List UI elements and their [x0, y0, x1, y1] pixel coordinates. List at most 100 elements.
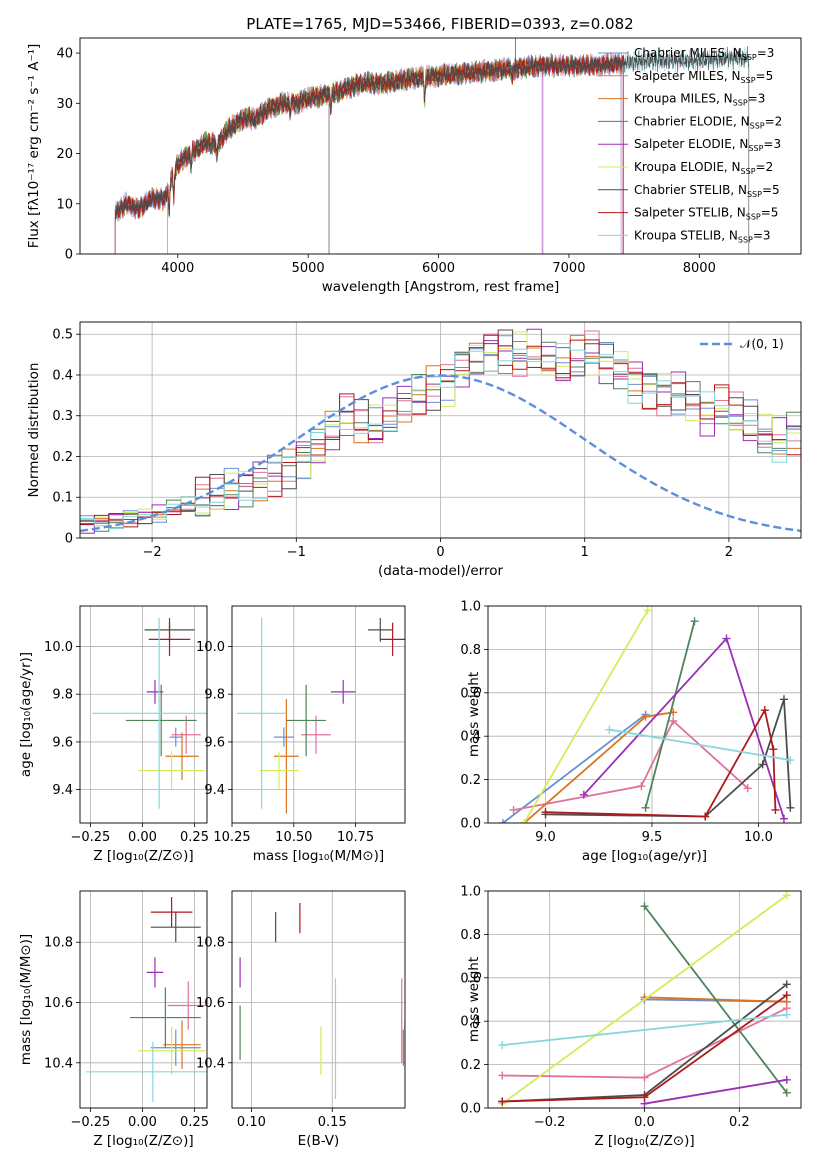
mass-weight-vs-age-xtick-label: 9.5 [642, 830, 663, 845]
mass-weight-vs-Z-ytick-label: 1.0 [460, 885, 481, 900]
mass-vs-EBV-ytick-label: 10.8 [196, 936, 225, 951]
residuals-xtick-label: −1 [287, 545, 306, 560]
mass-weight-vs-age-ytick-label: 0.6 [460, 686, 481, 701]
age-vs-Z-xlabel: Z [log₁₀(Z/Z⊙)] [93, 848, 193, 864]
legend-label: Salpeter MILES, N [634, 69, 741, 83]
age-vs-mass-axes: 10.25 10.50 10.75 9.4 9.6 9.8 10.0 mass [log₁₀(… [196, 606, 405, 864]
age-vs-Z-ytick-label: 9.6 [52, 735, 73, 750]
legend-label: Kroupa ELODIE, N [634, 160, 741, 174]
mass-weight-vs-age-marker [743, 784, 752, 793]
mass-vs-Z-ylabel: mass [log₁₀(M/M⊙)] [18, 934, 34, 1065]
residuals-xtick-label: 1 [581, 545, 589, 560]
mass-weight-vs-Z-marker [498, 1071, 507, 1080]
mass-weight-vs-age-marker [643, 606, 652, 615]
age-vs-Z-ytick-label: 9.8 [52, 688, 73, 703]
legend-label: Salpeter STELIB, N [634, 206, 746, 220]
age-vs-Z-xtick-label: 0.25 [180, 830, 209, 845]
mass-weight-vs-Z-marker [782, 891, 791, 900]
age-vs-mass-xtick-label: 10.75 [337, 830, 374, 845]
legend-label: Chabrier MILES, N [634, 46, 742, 60]
mass-weight-vs-age-ytick-label: 0.4 [460, 730, 481, 745]
mass-weight-vs-Z-marker [640, 1073, 649, 1082]
age-vs-Z-frame [79, 605, 208, 824]
age-vs-mass-ytick-label: 9.4 [204, 783, 225, 798]
age-vs-mass-ytick-label: 9.6 [204, 735, 225, 750]
residuals-xtick-label: −2 [143, 545, 162, 560]
mass-weight-vs-age-ylabel: mass weight [466, 672, 482, 757]
legend-subscript: SSP [742, 53, 757, 62]
age-vs-mass-ytick-label: 10.0 [196, 640, 225, 655]
legend-entry: Salpeter STELIB, NSSP=5 [634, 206, 778, 222]
mass-vs-Z-xtick-label: 0.25 [180, 1115, 209, 1130]
hist-step-kroupa-stelib [80, 343, 801, 530]
legend-entry: Chabrier ELODIE, NSSP=2 [634, 114, 782, 130]
mass-vs-Z-ytick-label: 10.8 [44, 936, 73, 951]
legend-suffix: =5 [762, 183, 780, 197]
spectrum-xtick-label: 8000 [683, 261, 716, 276]
mass-weight-vs-age-marker [786, 803, 795, 812]
mass-weight-vs-Z-marker [498, 1041, 507, 1050]
mass-weight-vs-age-marker [760, 706, 769, 715]
age-vs-mass-frame [231, 605, 406, 824]
legend-entry: Chabrier MILES, NSSP=3 [634, 46, 774, 62]
mass-vs-EBV-plot-area [239, 903, 405, 1099]
spectrum-ytick-label: 40 [56, 47, 73, 62]
residuals-ytick-label: 0 [65, 532, 73, 547]
mass-weight-vs-age-marker [669, 717, 678, 726]
age-vs-mass-plot-area [236, 617, 405, 814]
mass-weight-vs-Z-xtick-label: −0.2 [534, 1115, 566, 1130]
mass-weight-vs-Z-plot-area [498, 891, 791, 1108]
age-vs-mass-xtick-label: 10.50 [275, 830, 312, 845]
hist-step-salpeter-elodie [80, 328, 801, 534]
legend-entry: Chabrier STELIB, NSSP=5 [634, 183, 780, 199]
age-vs-Z-axes: −0.25 0.00 0.25 9.4 9.6 9.8 10.0 Z [log₁₀(Z/Z⊙)… [18, 606, 209, 864]
gaussian-curve [80, 374, 801, 533]
mass-weight-vs-Z-ytick-label: 0.6 [460, 971, 481, 986]
residuals-frame [79, 321, 802, 539]
mass-weight-vs-age-marker [579, 790, 588, 799]
mass-vs-EBV-axes: 0.10 0.15 10.4 10.6 10.8 E(B-V) [196, 891, 405, 1149]
mass-weight-vs-Z-marker [782, 980, 791, 989]
mass-weight-vs-Z-xtick-label: 0.0 [634, 1115, 655, 1130]
mass-vs-EBV-xtick-label: 0.10 [237, 1115, 266, 1130]
age-vs-mass-ytick-label: 9.8 [204, 688, 225, 703]
age-vs-Z-xtick-label: 0.00 [128, 830, 157, 845]
legend-suffix: =5 [756, 69, 774, 83]
mass-vs-Z-plot-area [86, 897, 207, 1102]
spectrum-ylabel: Flux [fλ10⁻¹⁷ erg cm⁻² s⁻¹ A⁻¹] [26, 44, 42, 249]
residuals-legend: 𝒩(0, 1) [700, 337, 784, 351]
age-vs-mass-xtick-label: 10.25 [213, 830, 250, 845]
mass-weight-vs-age-line [523, 609, 649, 823]
spectrum-plot-area [114, 38, 750, 254]
legend-label: Kroupa MILES, N [634, 92, 733, 106]
legend-subscript: SSP [746, 213, 761, 222]
mass-weight-vs-Z-line [644, 1078, 787, 1105]
spectrum-xtick-label: 6000 [422, 261, 455, 276]
mass-weight-vs-Z-marker [782, 991, 791, 1000]
mass-weight-vs-Z-marker [782, 1075, 791, 1084]
mass-weight-vs-Z-marker [782, 1010, 791, 1019]
mass-weight-vs-age-line [644, 620, 696, 809]
mass-weight-vs-age-marker [641, 803, 650, 812]
legend-suffix: =5 [761, 206, 779, 220]
mass-weight-vs-age-marker [605, 725, 614, 734]
legend-entry: Salpeter ELODIE, NSSP=3 [634, 137, 781, 153]
spectrum-line-chabrier-stelib [114, 46, 750, 254]
residuals-xtick-label: 0 [436, 545, 444, 560]
mass-weight-vs-age-line [609, 728, 791, 761]
mass-weight-vs-age-marker [509, 805, 518, 814]
legend-subscript: SSP [750, 121, 765, 130]
legend-entry: Kroupa ELODIE, NSSP=2 [634, 160, 773, 176]
residuals-xtick-label: 2 [725, 545, 733, 560]
mass-weight-vs-age-marker [769, 745, 778, 754]
gaussian-legend-label: 𝒩(0, 1) [740, 337, 784, 351]
hist-step-salpeter-miles [80, 330, 801, 526]
mass-vs-Z-xtick-label: 0.00 [128, 1115, 157, 1130]
legend-suffix: =3 [748, 92, 766, 106]
age-vs-Z-ylabel: age [log₁₀(age/yr)] [18, 652, 34, 777]
mass-weight-vs-Z-ytick-label: 0.0 [460, 1102, 481, 1117]
mass-weight-vs-age-marker [722, 634, 731, 643]
mass-weight-vs-Z-marker [782, 1088, 791, 1097]
spectrum-xtick-label: 5000 [292, 261, 325, 276]
